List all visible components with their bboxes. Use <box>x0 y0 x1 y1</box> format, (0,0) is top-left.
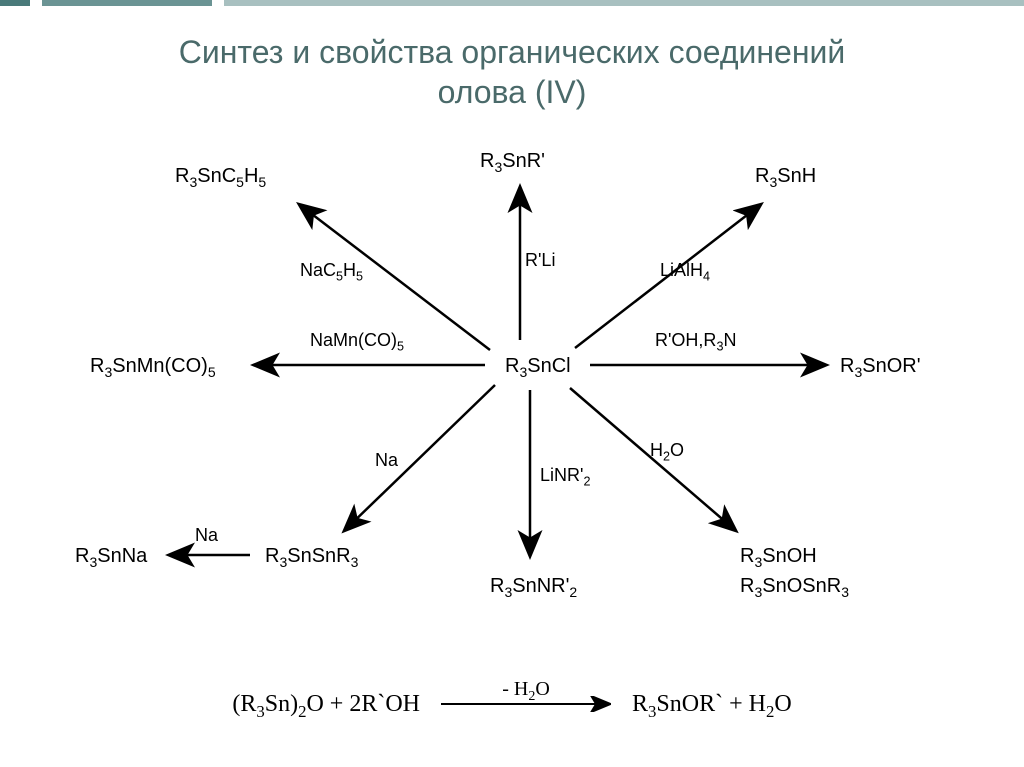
equation-lhs: (R3Sn)2O + 2R`OH <box>232 691 420 717</box>
equation-rhs: R3SnOR` + H2O <box>632 691 792 717</box>
product-7: R3SnOH <box>740 545 817 570</box>
diagram-arrows <box>0 130 1024 630</box>
center-compound: R3SnCl <box>505 355 571 380</box>
title-line-2: олова (IV) <box>438 74 587 110</box>
reagent-7: H2O <box>650 440 684 464</box>
page-title: Синтез и свойства органических соединени… <box>0 32 1024 112</box>
product-0: R3SnC5H5 <box>175 165 266 190</box>
reagent-6: LiNR'2 <box>540 465 590 489</box>
reagent-2: LiAlH4 <box>660 260 710 284</box>
bottom-equation: (R3Sn)2O + 2R`OH - H2O R3SnOR` + H2O <box>0 691 1024 722</box>
reagent-1: R'Li <box>525 250 555 271</box>
reagent-5: Na <box>375 450 398 471</box>
product-6: R3SnNR'2 <box>490 575 577 600</box>
equation-condition: - H2O <box>441 678 611 705</box>
product-7-b: R3SnOSnR3 <box>740 575 849 600</box>
product-2: R3SnH <box>755 165 816 190</box>
product-5: R3SnSnR3 <box>265 545 358 570</box>
product-1: R3SnR' <box>480 150 545 175</box>
reaction-scheme-diagram: R3SnCl R3SnC5H5 NaC5H5 R3SnR' R'Li R3SnH LiAlH… <box>0 130 1024 630</box>
side-product: R3SnNa <box>75 545 147 570</box>
product-4: R3SnOR' <box>840 355 921 380</box>
reagent-3: NaMn(CO)5 <box>310 330 404 354</box>
product-3: R3SnMn(CO)5 <box>90 355 216 380</box>
title-line-1: Синтез и свойства органических соединени… <box>179 34 846 70</box>
slide-top-accent <box>0 0 1024 6</box>
reagent-4: R'OH,R3N <box>655 330 736 354</box>
side-reagent: Na <box>195 525 218 546</box>
equation-arrow: - H2O <box>441 692 611 719</box>
reagent-0: NaC5H5 <box>300 260 363 284</box>
